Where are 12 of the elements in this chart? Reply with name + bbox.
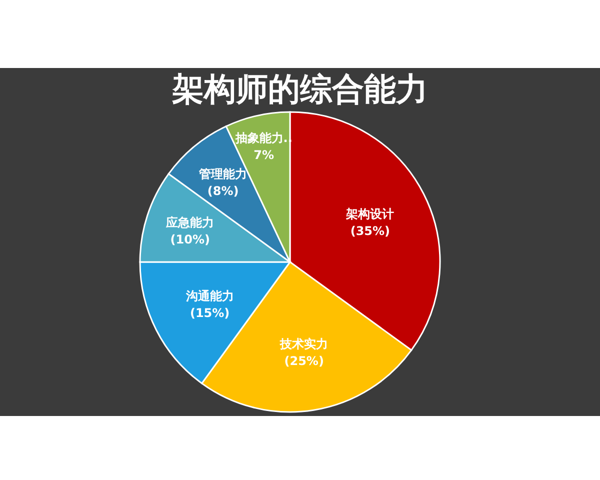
slice-label: 架构设计	[345, 207, 394, 222]
slice-label: 管理能力	[198, 167, 248, 182]
slice-label: 应急能力	[165, 216, 214, 230]
data-label: (35%)	[350, 224, 390, 238]
data-label: 7%	[254, 148, 274, 162]
slice-label: 技术实力	[279, 336, 328, 351]
slice-label: 沟通能力	[184, 288, 234, 303]
data-label: (8%)	[207, 184, 239, 198]
data-label: (25%)	[284, 354, 324, 368]
chart-title: 架构师的综合能力	[172, 70, 428, 108]
data-label: (15%)	[190, 306, 230, 320]
data-label: (10%)	[170, 232, 210, 247]
